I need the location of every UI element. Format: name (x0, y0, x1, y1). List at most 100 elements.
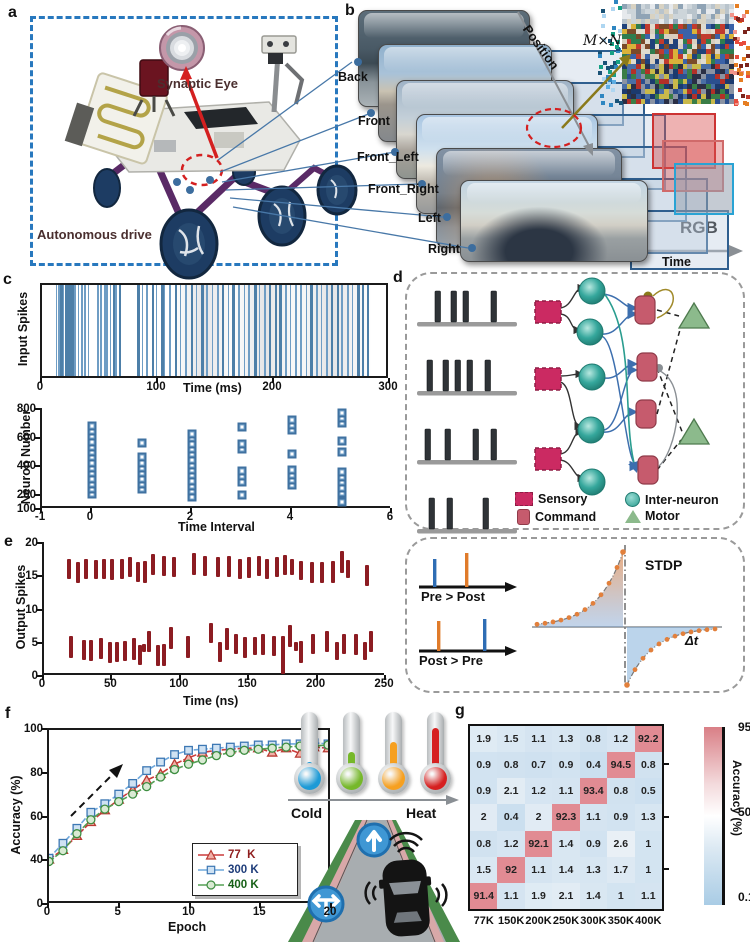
mosaic-pixel (710, 4, 716, 9)
mosaic-pixel (724, 69, 730, 74)
mosaic-pixel (640, 84, 646, 89)
neuron-spike-marker (87, 421, 97, 431)
panel-letter-f: f (5, 705, 11, 722)
output-spike-bar (218, 641, 223, 662)
thermometer-icon (293, 712, 327, 794)
mosaic-pixel (705, 79, 711, 84)
mosaic-pixel (687, 69, 692, 74)
input-spike-line (106, 285, 108, 376)
mosaic-pixel (710, 19, 716, 24)
mosaic-pixel (687, 94, 692, 99)
input-spike-line (279, 285, 282, 376)
neuron-spike-marker (337, 447, 347, 457)
scatter-pixel (599, 65, 603, 69)
mosaic-pixel (626, 24, 632, 29)
mosaic-pixel (710, 79, 716, 84)
mosaic-pixel (654, 44, 660, 49)
mosaic-pixel (654, 89, 660, 94)
mosaic-pixel (687, 29, 692, 34)
y-tick-label: 400 (16, 460, 36, 473)
synaptic-eye-label: Synaptic Eye (157, 76, 238, 91)
mosaic-pixel (724, 84, 730, 89)
input-spikes-plot (40, 283, 388, 378)
scatter-pixel (618, 29, 622, 33)
scatter-pixel (747, 27, 750, 31)
mosaic-pixel (659, 39, 664, 44)
x-tick-label: 50 (103, 678, 117, 690)
scatter-pixel (602, 38, 606, 42)
output-spike-bar (99, 638, 104, 660)
input-spike-line (137, 285, 140, 376)
mosaic-pixel (729, 94, 734, 99)
mosaic-pixel (696, 14, 702, 19)
mosaic-pixel (719, 14, 725, 19)
scatter-pixel (741, 94, 745, 98)
mosaic-pixel (677, 4, 683, 9)
scatter-pixel (733, 71, 737, 75)
pre-post-label: Pre > Post (421, 589, 485, 604)
mosaic-pixel (691, 4, 697, 9)
mosaic-pixel (715, 39, 720, 44)
colorbar-tick-label: 0.1 (738, 890, 750, 904)
mosaic-pixel (645, 79, 650, 84)
mosaic-pixel (691, 9, 697, 14)
x-tick (117, 903, 120, 908)
mosaic-pixel (677, 74, 683, 79)
x-tick (330, 903, 332, 908)
mosaic-pixel (659, 89, 664, 94)
scatter-pixel (609, 103, 613, 107)
mosaic-pixel (649, 14, 655, 19)
scatter-pixel (736, 71, 740, 75)
heatmap-cell: 92 (497, 856, 525, 883)
legend-sensory: Sensory (515, 492, 587, 506)
mosaic-pixel (687, 4, 692, 9)
y-tick (35, 493, 40, 496)
mosaic-pixel (622, 34, 627, 39)
accuracy-plot (47, 728, 330, 903)
camera-label-left: Left (418, 211, 441, 225)
mosaic-pixel (654, 59, 660, 64)
mosaic-pixel (691, 44, 697, 49)
y-tick-label: 600 (16, 431, 36, 444)
heatmap-cell: 0.8 (634, 752, 662, 779)
mosaic-pixel (673, 99, 678, 104)
camera-label-back: Back (338, 70, 368, 84)
mosaic-pixel (691, 54, 697, 59)
mosaic-pixel (659, 44, 664, 49)
mosaic-pixel (649, 59, 655, 64)
mosaic-pixel (659, 19, 664, 24)
scatter-pixel (610, 42, 614, 46)
mosaic-pixel (663, 39, 669, 44)
y-tick-label: 5 (31, 636, 38, 649)
input-spike-line (227, 285, 230, 376)
mosaic-pixel (635, 24, 641, 29)
mosaic-pixel (668, 89, 674, 94)
output-spike-bar (81, 639, 86, 661)
input-spike-line (64, 285, 68, 376)
output-spike-bar (151, 553, 156, 575)
mosaic-pixel (701, 94, 706, 99)
x-tick-label: 200 (262, 381, 282, 393)
y-tick (35, 408, 40, 410)
scatter-pixel (615, 99, 619, 103)
input-spike-line (320, 285, 323, 376)
mosaic-pixel (645, 24, 650, 29)
mosaic-pixel (659, 29, 664, 34)
mosaic-pixel (649, 54, 655, 59)
scatter-pixel (733, 30, 737, 34)
scatter-pixel (606, 75, 610, 79)
mosaic-pixel (622, 4, 627, 9)
output-spike-bar (225, 628, 230, 650)
mosaic-pixel (682, 99, 688, 104)
mosaic-pixel (645, 84, 650, 89)
mosaic-pixel (640, 24, 646, 29)
input-spike-line (179, 285, 182, 376)
mosaic-pixel (710, 69, 716, 74)
time-axis-label: Time (662, 255, 691, 269)
heat-label: Heat (406, 805, 437, 821)
heatmap-cell: 93.4 (579, 778, 608, 805)
neuron-spike-marker (337, 436, 347, 446)
output-spike-bar (364, 564, 369, 586)
input-spikes-xlabel: Time (ms) (183, 381, 242, 395)
mosaic-pixel (631, 24, 636, 29)
